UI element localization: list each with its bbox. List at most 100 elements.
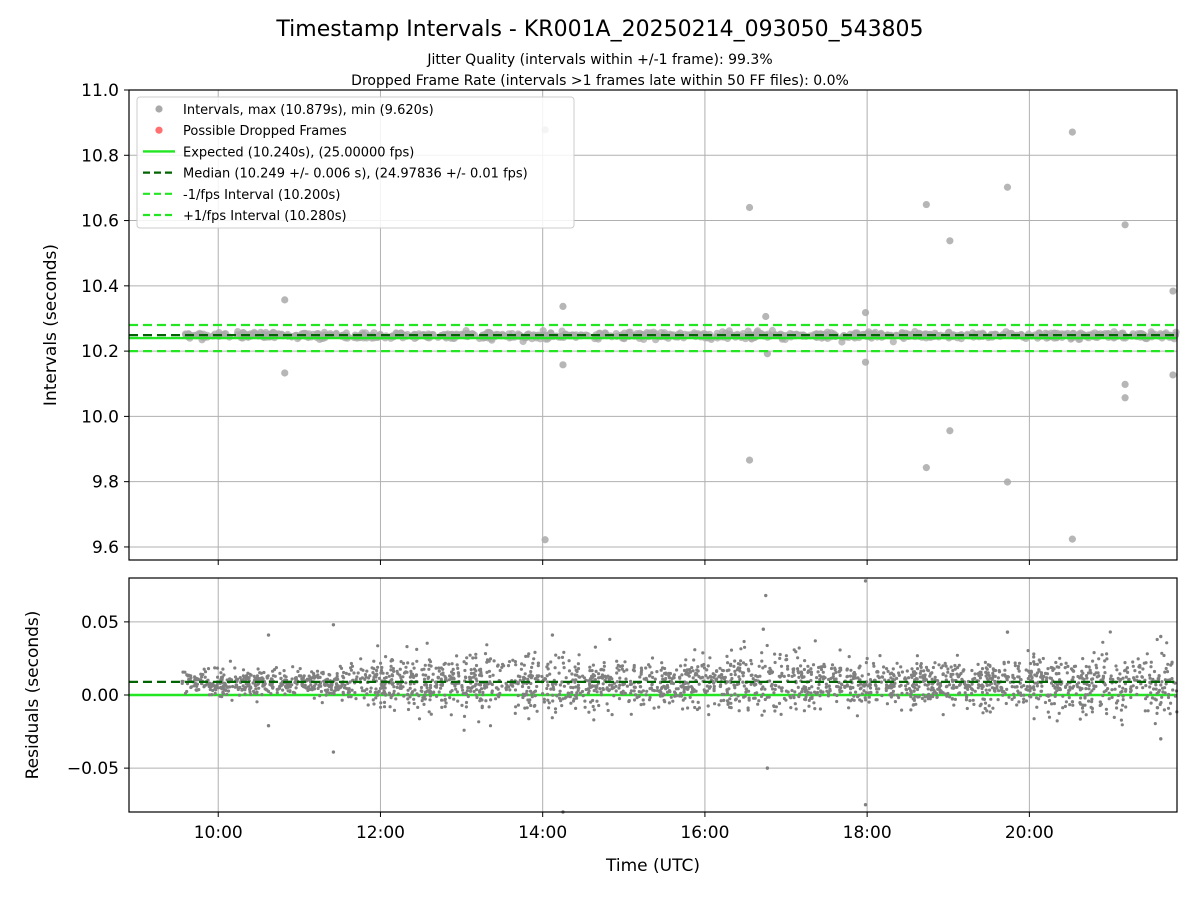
residual-point (768, 670, 773, 674)
residual-point (678, 675, 682, 679)
residual-point (1115, 668, 1119, 672)
residual-point (702, 666, 707, 670)
residual-point (632, 689, 636, 693)
residual-point (733, 669, 737, 674)
residual-point (325, 683, 329, 687)
residual-point (771, 687, 775, 691)
residual-point (773, 660, 777, 665)
residual-point (379, 661, 383, 665)
residual-point (1058, 678, 1062, 682)
residual-point (1101, 694, 1105, 698)
residual-point (257, 686, 261, 690)
residual-point (594, 669, 598, 674)
residual-point (1067, 696, 1071, 700)
residual-point (1035, 681, 1039, 685)
residual-point (965, 694, 969, 698)
residual-point (616, 663, 620, 667)
residual-point (971, 698, 975, 702)
residual-point (991, 706, 995, 710)
residual-point (421, 673, 425, 677)
intervals-y-tick-label: 10.2 (81, 342, 119, 362)
residual-point (627, 699, 631, 703)
residual-point (642, 702, 646, 706)
residual-point (652, 706, 656, 710)
residual-point (402, 694, 406, 698)
residual-point (809, 670, 814, 674)
residual-point (1004, 701, 1008, 706)
residual-point (917, 685, 921, 689)
residual-point (973, 672, 977, 676)
residual-point (464, 700, 469, 705)
residual-point (1028, 671, 1032, 675)
residual-point (181, 679, 185, 684)
residual-point (786, 664, 790, 669)
residual-point (1012, 692, 1016, 696)
residual-point (582, 676, 587, 680)
residual-point (1119, 708, 1123, 712)
residual-point (809, 691, 813, 695)
residual-point (809, 672, 814, 677)
residual-point (392, 708, 397, 713)
residual-point (1121, 686, 1125, 690)
residual-point (1099, 702, 1103, 706)
residual-point (526, 654, 530, 658)
residual-point (865, 656, 869, 661)
residual-point (329, 691, 334, 695)
residual-point (1164, 666, 1168, 671)
residual-point (784, 698, 788, 702)
residual-point (406, 697, 410, 701)
residual-point (595, 684, 599, 688)
residual-point (255, 683, 259, 687)
residual-point (849, 668, 853, 672)
residual-point (854, 690, 858, 694)
residual-point (935, 679, 940, 683)
residual-point (1022, 684, 1026, 688)
residual-point (570, 690, 574, 695)
interval-point (945, 328, 953, 336)
residual-point (530, 665, 534, 670)
residual-point (660, 661, 664, 665)
residual-point (979, 673, 984, 677)
residual-point (364, 675, 368, 679)
residual-point (754, 674, 758, 678)
residual-point (615, 659, 619, 663)
residual-point (238, 676, 242, 680)
residual-point (1078, 676, 1082, 680)
residual-point (601, 687, 606, 692)
residual-point (1157, 690, 1161, 694)
residual-point (465, 656, 469, 660)
residual-point (859, 686, 863, 690)
residual-point (751, 677, 755, 681)
residual-point (231, 684, 235, 689)
residual-point (682, 690, 686, 694)
residual-point (1094, 684, 1098, 689)
residual-point (224, 688, 228, 693)
residual-point (449, 675, 453, 679)
residual-point (632, 665, 636, 670)
residual-point (1131, 684, 1135, 688)
residual-point (673, 690, 677, 694)
residual-point (918, 675, 922, 679)
interval-outlier-point (1068, 535, 1076, 543)
residual-point (1078, 686, 1082, 690)
residual-point (715, 669, 719, 673)
interval-point (718, 328, 727, 336)
residual-point (1166, 662, 1170, 666)
residual-point (389, 696, 393, 700)
residual-point (249, 673, 253, 677)
residual-point (340, 698, 344, 702)
residual-point (498, 668, 502, 673)
residual-point (937, 663, 941, 667)
residual-point (671, 699, 675, 703)
residual-point (524, 654, 528, 659)
residual-point (819, 675, 823, 679)
residual-point (914, 683, 919, 687)
residual-point (485, 643, 489, 647)
residuals-y-axis-label: Residuals (seconds) (23, 611, 43, 780)
residual-point (727, 687, 731, 691)
residual-point (614, 684, 618, 688)
residual-point (551, 693, 555, 697)
residual-point (763, 664, 767, 668)
residual-point (857, 666, 861, 670)
residual-point (1163, 691, 1167, 695)
